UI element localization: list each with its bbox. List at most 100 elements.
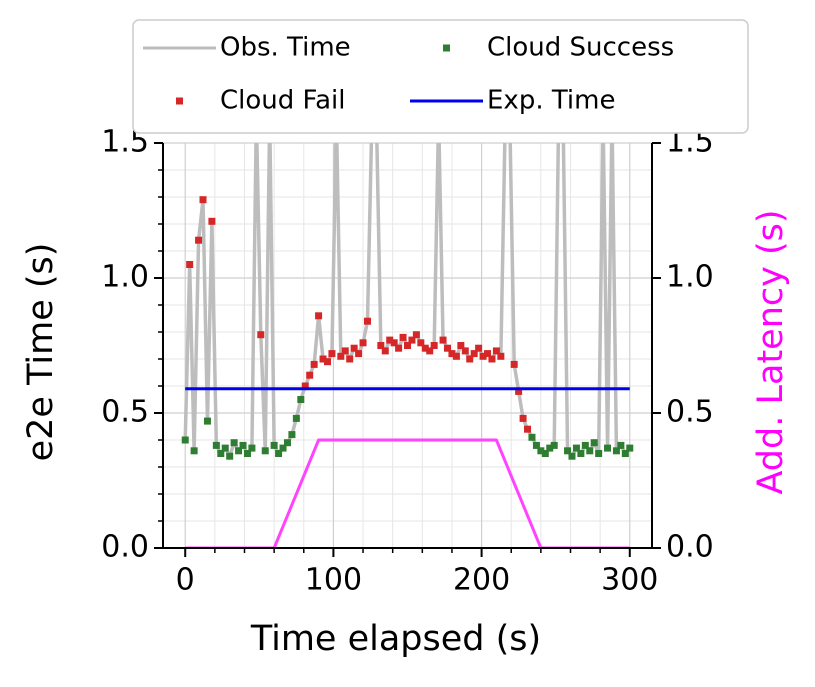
scatter-point bbox=[221, 444, 229, 452]
scatter-point bbox=[426, 347, 434, 355]
scatter-point bbox=[519, 414, 527, 422]
scatter-point bbox=[510, 360, 518, 368]
scatter-point bbox=[195, 236, 203, 244]
scatter-point bbox=[404, 342, 411, 349]
scatter-point bbox=[239, 441, 247, 449]
scatter-point bbox=[310, 360, 318, 368]
scatter-point bbox=[564, 447, 572, 455]
scatter-point bbox=[581, 441, 589, 449]
scatter-point bbox=[586, 447, 594, 455]
scatter-point bbox=[230, 439, 238, 447]
scatter-point bbox=[359, 339, 367, 347]
scatter-point bbox=[306, 371, 314, 379]
scatter-point bbox=[319, 355, 327, 363]
scatter-point bbox=[381, 347, 389, 355]
scatter-point bbox=[452, 352, 460, 360]
legend-marker bbox=[443, 44, 450, 52]
scatter-point bbox=[475, 344, 483, 352]
scatter-point bbox=[550, 441, 558, 449]
legend-label: Obs. Time bbox=[220, 33, 351, 63]
scatter-point bbox=[577, 450, 585, 457]
scatter-point bbox=[301, 382, 309, 390]
scatter-point bbox=[621, 450, 629, 457]
legend-marker bbox=[176, 97, 183, 105]
scatter-point bbox=[466, 355, 474, 363]
plot-area bbox=[181, 143, 634, 548]
scatter-point bbox=[430, 342, 438, 349]
scatter-point bbox=[328, 350, 336, 358]
scatter-point bbox=[390, 339, 398, 347]
scatter-point bbox=[448, 350, 456, 358]
scatter-point bbox=[377, 342, 385, 349]
scatter-point bbox=[235, 447, 243, 455]
scatter-point bbox=[546, 444, 554, 452]
scatter-point bbox=[399, 333, 407, 341]
y-tick-label: 0.0 bbox=[101, 530, 149, 565]
scatter-point bbox=[323, 358, 331, 366]
scatter-point bbox=[395, 344, 403, 352]
scatter-point bbox=[248, 444, 256, 452]
y2-tick-label: 0.5 bbox=[666, 395, 714, 430]
scatter-point bbox=[341, 347, 349, 355]
y-axis-label: e2e Time (s) bbox=[21, 243, 61, 462]
scatter-point bbox=[408, 336, 416, 344]
scatter-point bbox=[497, 352, 505, 360]
scatter-point bbox=[457, 342, 465, 349]
scatter-point bbox=[261, 447, 269, 455]
scatter-point bbox=[461, 347, 469, 355]
scatter-point bbox=[421, 344, 429, 352]
scatter-point bbox=[532, 441, 540, 449]
x-tick-label: 0 bbox=[176, 563, 195, 598]
scatter-point bbox=[350, 344, 358, 352]
scatter-point bbox=[181, 436, 189, 444]
scatter-point bbox=[612, 447, 620, 455]
legend: Obs. Time Cloud Fail Cloud Success Exp. Tim… bbox=[132, 19, 749, 134]
x-tick-label: 100 bbox=[305, 563, 362, 598]
legend-label: Exp. Time bbox=[487, 86, 615, 116]
scatter-point bbox=[537, 447, 545, 455]
scatter-point bbox=[208, 217, 216, 225]
x-tick-label: 300 bbox=[601, 563, 658, 598]
scatter-point bbox=[190, 447, 198, 455]
scatter-point bbox=[186, 261, 194, 268]
line-series bbox=[185, 438, 630, 548]
scatter-point bbox=[217, 450, 225, 457]
y-tick-label: 0.5 bbox=[101, 395, 149, 430]
scatter-point bbox=[212, 441, 220, 449]
scatter-point bbox=[226, 452, 234, 460]
scatter-point bbox=[288, 431, 296, 439]
scatter-point bbox=[524, 425, 532, 433]
scatter-point bbox=[386, 336, 394, 344]
y2-tick-label: 1.0 bbox=[666, 260, 714, 295]
scatter-point bbox=[199, 196, 207, 204]
scatter-point bbox=[617, 441, 625, 449]
scatter-point bbox=[363, 317, 371, 325]
scatter-point bbox=[515, 387, 523, 395]
scatter-point bbox=[595, 450, 603, 457]
scatter-point bbox=[568, 452, 576, 460]
scatter-point bbox=[283, 439, 291, 447]
y2-tick-label: 0.0 bbox=[666, 530, 714, 565]
scatter-point bbox=[315, 312, 323, 320]
scatter-point bbox=[203, 417, 211, 425]
scatter-point bbox=[626, 444, 634, 452]
scatter-point bbox=[270, 441, 278, 449]
scatter-point bbox=[279, 444, 287, 452]
legend-label: Cloud Fail bbox=[220, 86, 345, 116]
scatter-point bbox=[488, 355, 496, 363]
scatter-point bbox=[484, 350, 492, 358]
scatter-point bbox=[590, 439, 598, 447]
x-tick-label: 200 bbox=[453, 563, 510, 598]
scatter-point bbox=[528, 433, 536, 441]
scatter-point bbox=[292, 414, 300, 422]
scatter-point bbox=[492, 347, 500, 355]
legend-box bbox=[132, 19, 749, 134]
scatter-point bbox=[439, 336, 447, 344]
scatter-point bbox=[417, 339, 425, 347]
scatter-point bbox=[257, 331, 265, 339]
scatter-point bbox=[243, 450, 251, 457]
scatter-point bbox=[346, 355, 354, 363]
scatter-point bbox=[275, 450, 283, 457]
